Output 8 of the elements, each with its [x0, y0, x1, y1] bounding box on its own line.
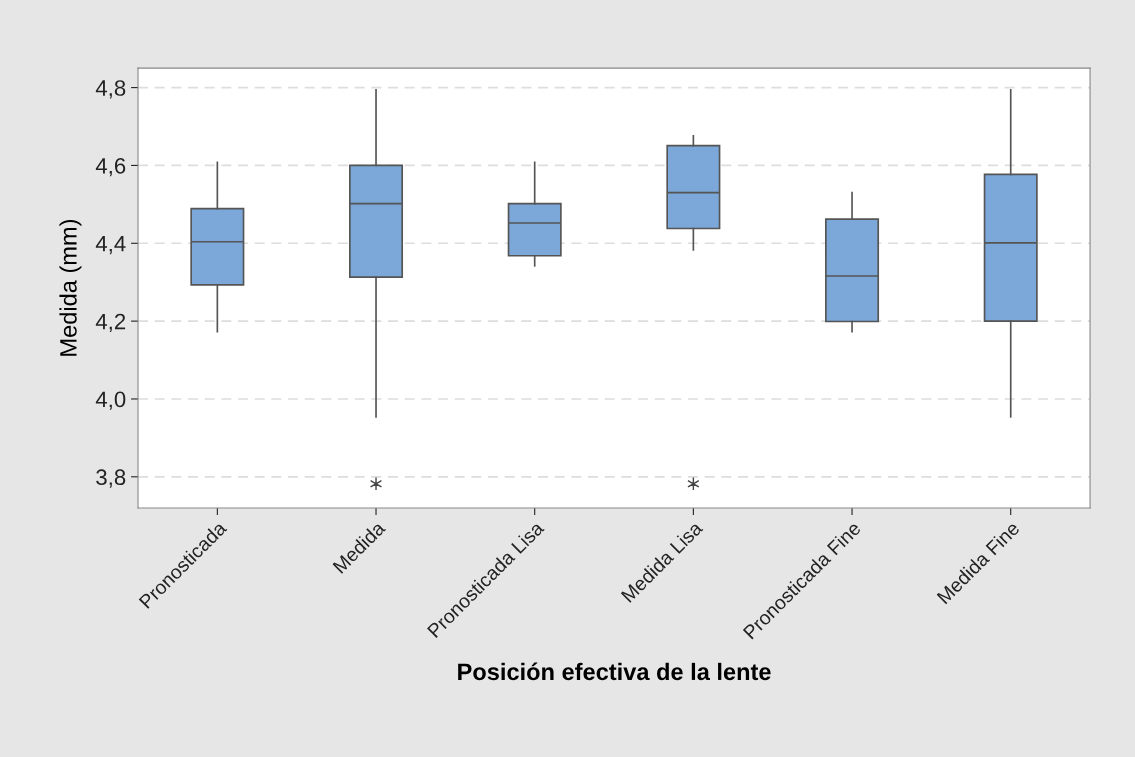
y-axis-title: Medida (mm)	[59, 219, 82, 356]
x-axis-title: Posición efectiva de la lente	[458, 662, 771, 681]
y-tick-label: 4,8	[95, 80, 126, 99]
y-tick-label: 3,8	[96, 469, 126, 488]
y-tick-label: 4,0	[95, 391, 126, 410]
y-tick-label: 4,2	[95, 313, 126, 333]
y-tick-label: 4,6	[95, 157, 126, 177]
y-tick-label: 4,4	[95, 236, 126, 255]
